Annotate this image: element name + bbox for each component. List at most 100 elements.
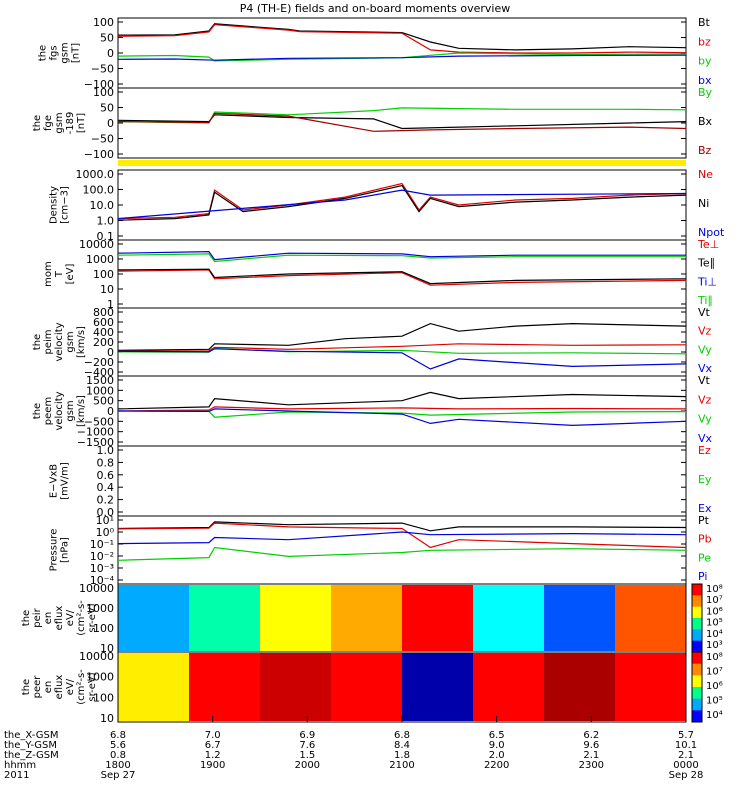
colorbar-label: 10⁵ [706, 618, 723, 629]
y-axis-label: eV/ [65, 678, 76, 695]
y-tick-label: 10¹ [96, 514, 114, 527]
footer-value: 9.0 [489, 740, 505, 751]
y-axis-label: [nT] [76, 113, 87, 133]
legend-bz: bz [698, 35, 711, 48]
legend-Vy: Vy [698, 343, 712, 356]
panel-3 [118, 160, 686, 166]
colorbar-label: 10³ [706, 640, 723, 651]
y-tick-label: 0.0 [97, 506, 115, 519]
y-tick-label: 1000 [86, 671, 114, 684]
y-axis-label: T [54, 270, 65, 278]
colorbar-label: 10⁶ [706, 606, 723, 617]
legend-Ni: Ni [698, 197, 709, 210]
y-tick-label: 1 [107, 298, 114, 311]
y-axis-label: gsm [60, 42, 71, 63]
y-axis-label: eflux [54, 675, 65, 700]
footer-value: 1800 [105, 760, 130, 771]
y-tick-label: −1000 [77, 426, 114, 439]
legend-By: By [698, 86, 713, 99]
y-tick-label: 1.0 [97, 444, 115, 457]
legend-Pi: Pi [698, 570, 707, 583]
y-axis-label: the [32, 334, 43, 350]
footer-value: 6.5 [489, 730, 505, 741]
y-tick-label: 0.2 [97, 494, 115, 507]
panel-frame [117, 239, 687, 309]
footer-value: 5.6 [110, 740, 126, 751]
footer-value: 2.1 [583, 750, 599, 761]
y-tick-label: 100.0 [83, 184, 115, 197]
y-tick-label: 100 [93, 86, 114, 99]
y-axis-label: sr-eV) [87, 672, 98, 701]
footer-value: 0.8 [110, 750, 126, 761]
colorbar-label: 10⁶ [706, 681, 723, 692]
legend-Vx: Vx [698, 432, 713, 445]
legend-Vt: Vt [698, 374, 711, 387]
series-line-Vz [117, 343, 687, 352]
y-tick-label: 0.1 [97, 230, 115, 243]
y-axis-label: the [32, 115, 43, 131]
series-line-Ti⊥ [117, 250, 686, 261]
y-axis-label: [cm−3] [60, 186, 71, 224]
y-tick-label: 10⁻³ [90, 562, 114, 575]
y-axis-label: eV/ [65, 609, 76, 626]
y-tick-label: 1000.0 [76, 168, 115, 181]
y-axis-label: eflux [54, 606, 65, 631]
legend-Bt: Bt [698, 16, 711, 29]
legend-Bz: Bz [698, 144, 712, 157]
y-axis-label: the [38, 45, 49, 61]
footer-value: 6.7 [205, 740, 221, 751]
plot-title: P4 (TH-E) fields and on-board moments ov… [240, 2, 511, 15]
panel-4: 1000.0 100.0 10.0 1.0 0.1 Density [cm−3] Ne Ni Np… [49, 168, 725, 243]
legend-Vz: Vz [698, 393, 712, 406]
y-tick-label: −400 [84, 366, 114, 379]
series-line-Pb [117, 522, 687, 549]
y-tick-label: 1000 [86, 602, 114, 615]
y-tick-label: 0.6 [97, 469, 115, 482]
series-line-Pt [117, 521, 687, 532]
series-line-Ni [117, 184, 687, 221]
series-line-Ti∥ [117, 253, 686, 263]
footer-value: 2100 [389, 760, 414, 771]
colorbar-label: 10⁸ [706, 584, 723, 595]
colorbar-label: 10⁴ [706, 629, 723, 640]
heatmap-cell [473, 653, 545, 721]
series-line-bx [117, 54, 687, 61]
y-tick-label: 100 [93, 268, 114, 281]
footer-label: hhmm [4, 760, 36, 771]
y-axis-label: Pressure [49, 529, 60, 572]
y-tick-label: 1000 [86, 384, 114, 397]
y-axis-label: gsm [65, 331, 76, 352]
heatmap-cell [260, 653, 332, 721]
colorbar-label: 10⁵ [706, 696, 723, 707]
legend-Vt: Vt [698, 306, 711, 319]
y-tick-label: 10⁻² [90, 550, 114, 563]
y-axis-label: fgs [49, 45, 60, 60]
panel-1: 100 50 0 −50 −100 the fgs gsm [nT] Bt bz by bx [38, 16, 712, 91]
footer-value: 2000 [295, 760, 320, 771]
y-axis-label: (cm²-s- [76, 669, 87, 705]
y-tick-label: −50 [91, 63, 114, 76]
colorbar-label: 10⁴ [706, 710, 723, 721]
colorbar-cell [692, 687, 702, 700]
y-axis-label: the [21, 610, 32, 626]
footer-label: the_X-GSM [4, 730, 58, 741]
y-axis-label: velocity [54, 322, 65, 361]
heatmap-cell [402, 653, 474, 721]
footer-value: Sep 27 [101, 770, 136, 781]
colorbar-label: 10⁷ [706, 667, 723, 678]
y-tick-label: −200 [84, 356, 114, 369]
legend-Pb: Pb [698, 533, 712, 546]
heatmap-cell [189, 585, 261, 651]
heatmap-cell [118, 653, 190, 721]
footer-label: 2011 [4, 770, 29, 781]
colorbar-cell [692, 663, 702, 676]
panel-11: 10000 1000 100 10 the peer en eflux eV/(cm²-s-sr… [21, 650, 723, 725]
footer-value: 0000 [673, 760, 698, 771]
y-tick-label: 10⁰ [96, 526, 115, 539]
y-tick-label: 100 [93, 16, 114, 29]
series-line-Vt [117, 391, 687, 410]
y-tick-label: 1500 [86, 374, 114, 387]
